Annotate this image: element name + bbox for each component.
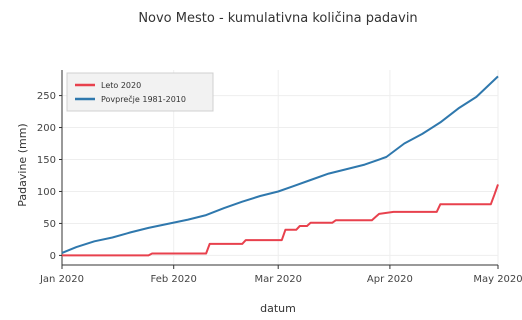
x-tick-label: Jan 2020	[39, 274, 84, 285]
y-tick-label: 50	[43, 219, 56, 230]
x-tick-label: Feb 2020	[151, 274, 197, 285]
y-tick-label: 250	[37, 91, 56, 102]
y-tick-label: 0	[50, 251, 56, 262]
legend-box	[66, 72, 214, 112]
series-line-povprecje-1981-2010	[61, 75, 499, 254]
series-line-leto-2020	[62, 184, 499, 257]
y-tick-label: 200	[37, 123, 56, 134]
x-tick-label: Mar 2020	[254, 274, 302, 285]
x-tick-label: Apr 2020	[367, 274, 413, 285]
legend-label: Leto 2020	[101, 81, 141, 90]
y-axis-label: Padavine (mm)	[16, 123, 29, 206]
legend-label: Povprečje 1981-2010	[101, 94, 186, 104]
x-axis-label: datum	[260, 302, 296, 315]
x-tick-label: May 2020	[473, 274, 522, 285]
y-tick-label: 100	[37, 187, 56, 198]
chart-title: Novo Mesto - kumulativna količina padavi…	[138, 11, 417, 26]
y-tick-label: 150	[37, 155, 56, 166]
